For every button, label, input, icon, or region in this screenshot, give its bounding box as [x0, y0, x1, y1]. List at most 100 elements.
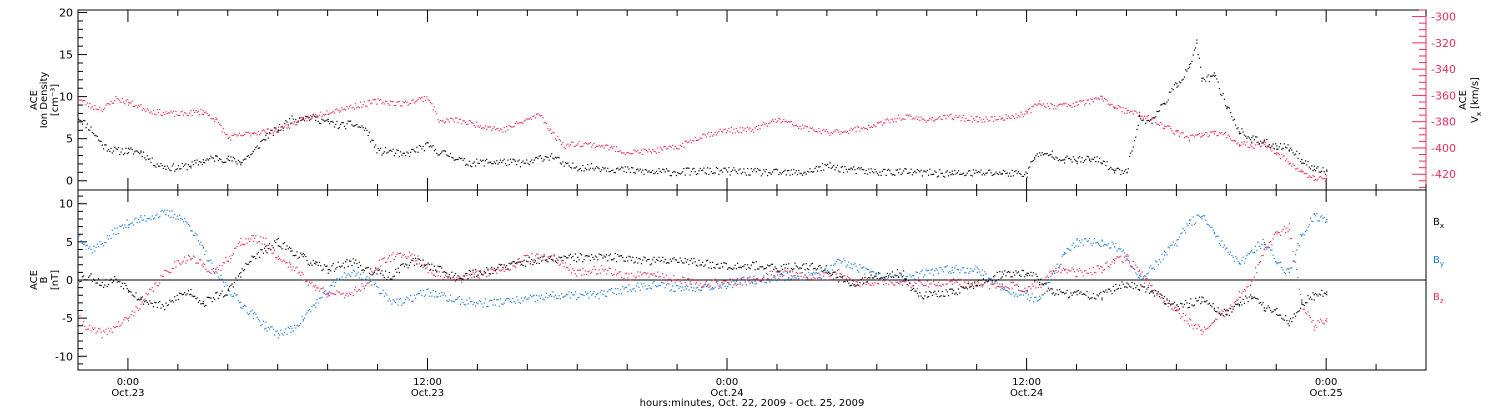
bz-point	[350, 294, 351, 295]
bz-point	[293, 266, 294, 267]
vx-point	[882, 124, 883, 125]
bz-point	[761, 281, 762, 282]
bz-point	[222, 265, 223, 266]
bz-point	[655, 275, 656, 276]
by-point	[1189, 223, 1190, 224]
by-point	[408, 298, 409, 299]
bx-point	[325, 266, 326, 267]
bx-point	[747, 264, 748, 265]
by-point	[348, 273, 349, 274]
by-point	[1290, 267, 1291, 268]
bz-point	[927, 280, 928, 281]
bx-point	[616, 261, 617, 262]
bz-point	[886, 283, 887, 284]
by-point	[300, 323, 301, 324]
bz-point	[608, 268, 609, 269]
density-point	[685, 174, 686, 175]
by-point	[1087, 241, 1088, 242]
vx-point	[280, 126, 281, 127]
bx-point	[784, 267, 785, 268]
bz-point	[1058, 271, 1059, 272]
density-point	[862, 169, 863, 170]
by-point	[1256, 250, 1257, 251]
bz-point	[859, 286, 860, 287]
vx-point	[1067, 106, 1068, 107]
density-point	[1015, 170, 1016, 171]
vx-point	[314, 115, 315, 116]
bx-point	[725, 262, 726, 263]
bx-point	[750, 268, 751, 269]
vx-point	[839, 134, 840, 135]
bx-point	[399, 272, 400, 273]
bx-point	[720, 268, 721, 269]
by-point	[273, 329, 274, 330]
vx-point	[906, 115, 907, 116]
bz-point	[677, 279, 678, 280]
density-point	[169, 169, 170, 170]
vx-point	[757, 129, 758, 130]
bz-point	[727, 282, 728, 283]
by-point	[487, 306, 488, 307]
by-point	[479, 300, 480, 301]
by-point	[691, 287, 692, 288]
bz-point	[99, 329, 100, 330]
by-point	[268, 327, 269, 328]
bz-point	[607, 270, 608, 271]
by-point	[793, 275, 794, 276]
bx-point	[178, 299, 179, 300]
density-point	[857, 168, 858, 169]
vx-point	[897, 118, 898, 119]
vx-point	[285, 124, 286, 125]
bz-point	[562, 262, 563, 263]
vx-point	[647, 151, 648, 152]
bx-point	[766, 267, 767, 268]
bz-point	[476, 270, 477, 271]
density-point	[1315, 170, 1316, 171]
by-point	[182, 219, 183, 220]
density-point	[247, 156, 248, 157]
bz-point	[169, 272, 170, 273]
vx-point	[180, 111, 181, 112]
vx-point	[1009, 117, 1010, 118]
by-point	[138, 219, 139, 220]
bx-point	[698, 260, 699, 261]
bz-point	[1214, 320, 1215, 321]
by-point	[435, 291, 436, 292]
bx-point	[645, 257, 646, 258]
density-point	[886, 175, 887, 176]
vx-point	[1023, 116, 1024, 117]
density-point	[1259, 143, 1260, 144]
by-point	[321, 297, 322, 298]
density-point	[1042, 152, 1043, 153]
bx-point	[174, 296, 175, 297]
vx-point	[233, 135, 234, 136]
by-point	[422, 290, 423, 291]
bx-point	[660, 261, 661, 262]
vx-point	[1144, 116, 1145, 117]
bx-point	[733, 267, 734, 268]
bx-point	[799, 267, 800, 268]
bz-point	[306, 281, 307, 282]
vx-point	[1304, 173, 1305, 174]
by-point	[1101, 240, 1102, 241]
bx-point	[197, 297, 198, 298]
bz-point	[323, 287, 324, 288]
bx-point	[762, 266, 763, 267]
bz-point	[641, 274, 642, 275]
by-point	[545, 297, 546, 298]
by-point	[274, 334, 275, 335]
by-point	[1100, 246, 1101, 247]
by-point	[413, 301, 414, 302]
bz-point	[435, 276, 436, 277]
density-point	[628, 168, 629, 169]
vx-point	[334, 112, 335, 113]
bz-point	[587, 271, 588, 272]
bz-point	[838, 269, 839, 270]
density-point	[197, 160, 198, 161]
bz-point	[157, 285, 158, 286]
bx-point	[441, 267, 442, 268]
bz-point	[184, 256, 185, 257]
vx-point	[1159, 125, 1160, 126]
density-point	[672, 172, 673, 173]
density-point	[1023, 176, 1024, 177]
